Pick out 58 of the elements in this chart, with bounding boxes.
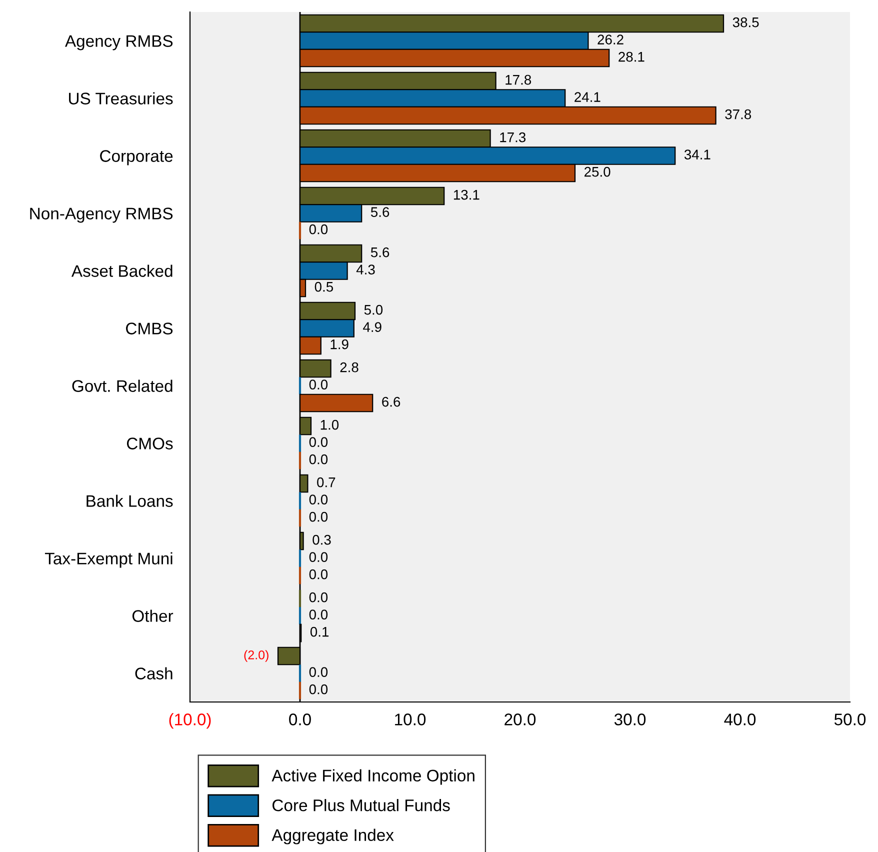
- data-label: 24.1: [574, 92, 600, 102]
- data-label: 0.0: [309, 684, 328, 694]
- data-label: 37.8: [725, 109, 752, 120]
- data-label: 0.7: [317, 477, 336, 488]
- data-label: 0.0: [309, 437, 328, 447]
- x-tick-label: 50.0: [834, 714, 866, 726]
- data-label: 0.0: [309, 592, 328, 602]
- legend-label: Aggregate Index: [272, 828, 394, 844]
- data-label: 0.0: [309, 512, 328, 522]
- data-label: 5.0: [364, 304, 383, 315]
- y-tick-label: Cash: [135, 667, 172, 680]
- y-tick-label: CMOs: [126, 438, 173, 450]
- y-tick-label: Non-Agency RMBS: [30, 208, 173, 223]
- y-tick-label: CMBS: [126, 322, 173, 334]
- data-label: 1.0: [320, 420, 339, 430]
- data-label: 17.8: [506, 74, 532, 85]
- y-tick-label: Asset Backed: [71, 264, 172, 277]
- data-label: 0.0: [309, 224, 328, 234]
- data-label: 0.0: [309, 569, 328, 580]
- data-label: 17.3: [500, 132, 526, 142]
- data-label: 1.9: [330, 339, 348, 350]
- data-label: 0.0: [309, 552, 328, 562]
- y-tick-label: Bank Loans: [86, 494, 173, 507]
- legend-label: Core Plus Mutual Funds: [272, 799, 450, 812]
- y-tick-label: Corporate: [100, 150, 173, 166]
- y-tick-label: Tax-Exempt Muni: [44, 552, 172, 568]
- data-label: 0.0: [309, 454, 328, 464]
- data-label: 4.9: [363, 322, 382, 332]
- y-tick-label: Govt. Related: [72, 380, 172, 392]
- data-label: 34.1: [684, 150, 710, 160]
- data-label: 0.3: [312, 534, 331, 545]
- data-label: 5.6: [370, 247, 390, 258]
- y-tick-label: Agency RMBS: [64, 35, 173, 50]
- x-tick-label: 0.0: [289, 714, 311, 726]
- data-label: 13.1: [454, 190, 480, 200]
- data-label: (2.0): [244, 650, 268, 662]
- x-tick-label: (10.0): [169, 713, 211, 729]
- data-label: 0.0: [309, 610, 328, 620]
- legend-label: Active Fixed Income Option: [272, 769, 474, 785]
- data-label: 25.0: [584, 166, 610, 177]
- data-label: 0.0: [309, 494, 328, 504]
- x-tick-label: 20.0: [504, 714, 536, 726]
- x-tick-label: 10.0: [395, 714, 426, 726]
- data-label: 26.2: [598, 34, 624, 44]
- data-label: 0.5: [314, 282, 334, 292]
- data-label: 38.5: [732, 17, 759, 28]
- data-label: 0.1: [310, 626, 329, 637]
- data-label: 2.8: [340, 362, 358, 372]
- y-tick-label: Other: [132, 610, 174, 622]
- data-label: 6.6: [382, 396, 400, 407]
- x-tick-label: 40.0: [724, 714, 756, 726]
- data-label: 4.3: [356, 264, 375, 274]
- data-label: 0.0: [309, 380, 328, 390]
- x-tick-label: 30.0: [614, 714, 646, 726]
- data-label: 5.6: [370, 207, 390, 217]
- data-label: 28.1: [618, 52, 644, 62]
- y-tick-label: US Treasuries: [69, 92, 173, 104]
- data-label: 0.0: [309, 667, 328, 677]
